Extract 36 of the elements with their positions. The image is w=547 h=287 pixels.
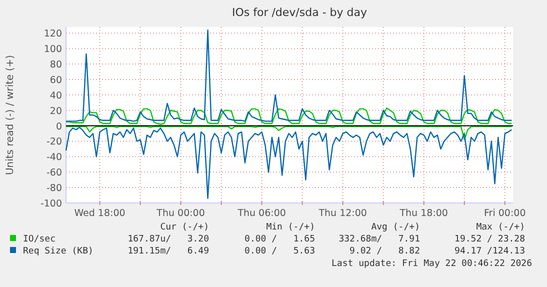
x-tick-label: Fri 00:00 <box>484 208 526 219</box>
text: Avg (-/+) <box>371 222 420 232</box>
text: 0.00 / 5.63 <box>244 246 315 256</box>
y-tick-label: -100 <box>40 198 62 210</box>
y-tick-label: 80 <box>50 60 62 71</box>
line-series <box>65 29 512 122</box>
y-tick-label: -60 <box>46 168 62 179</box>
text: 19.52 / 23.28 <box>454 234 525 244</box>
text: Cur (-/+) <box>160 222 209 232</box>
text: Max (-/+) <box>476 222 525 232</box>
text: 191.15m/ 6.49 <box>128 246 209 256</box>
text: 0.00 / 1.65 <box>244 234 315 244</box>
y-axis-title: Units read (-) / write (+) <box>5 54 16 176</box>
x-tick-label: Thu 06:00 <box>236 208 286 219</box>
y-tick-label: 60 <box>50 74 62 86</box>
x-tick-label: Thu 18:00 <box>398 208 448 219</box>
y-tick-label: 0 <box>56 121 62 132</box>
y-tick-label: 20 <box>50 106 62 117</box>
text: Last update: Fri May 22 00:46:22 2026 <box>332 259 532 269</box>
y-tick-label: 120 <box>44 28 62 40</box>
text: 332.68m/ 7.91 <box>338 234 420 244</box>
y-tick-label: 40 <box>50 90 62 102</box>
y-tick-label: 100 <box>44 44 62 56</box>
legend-label: Req Size (KB) <box>23 246 94 256</box>
y-tick-label: -80 <box>46 183 62 194</box>
chart-title: IOs for /dev/sda - by day <box>232 6 368 19</box>
x-tick-label: Thu 00:00 <box>156 208 205 219</box>
text: 9.02 / 8.82 <box>350 246 420 256</box>
text: Min (-/+) <box>266 222 315 232</box>
text: 167.87u/ 3.20 <box>128 234 209 244</box>
legend-label: IO/sec <box>23 234 56 244</box>
x-tick-label: Thu 12:00 <box>318 208 367 219</box>
text: 94.17 /124.13 <box>454 246 525 256</box>
y-tick-label: -40 <box>46 152 62 164</box>
x-tick-label: Wed 18:00 <box>74 208 126 219</box>
y-tick-label: -20 <box>46 136 62 148</box>
